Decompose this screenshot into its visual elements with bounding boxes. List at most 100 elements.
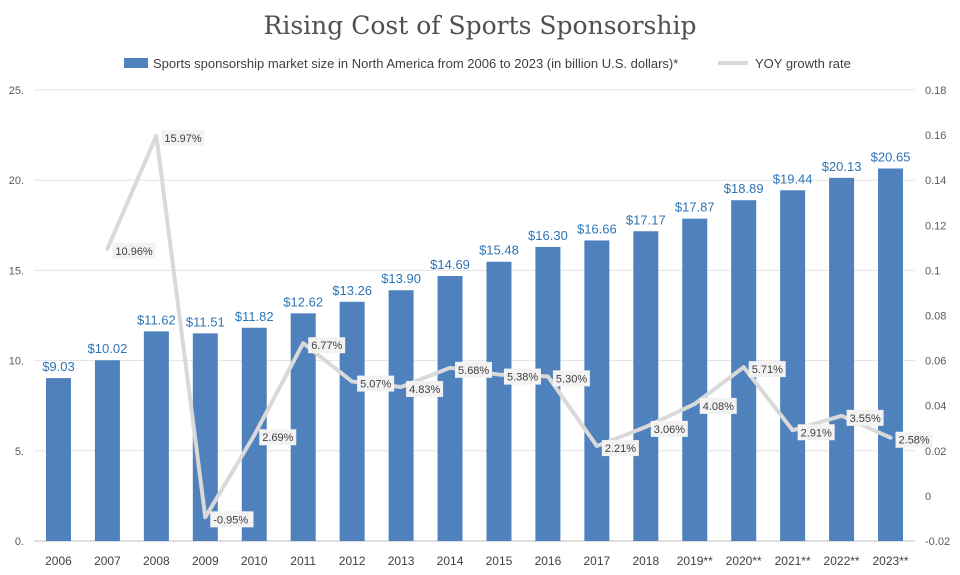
- rate-label: 3.06%: [650, 420, 688, 437]
- bar-label: $15.48: [479, 243, 519, 258]
- y-right-tick: 0.08: [925, 311, 946, 323]
- bar-label: $12.62: [283, 294, 323, 309]
- rate-label-box: [161, 129, 205, 146]
- bar-label: $17.17: [626, 212, 666, 227]
- bar-label: $16.30: [528, 228, 568, 243]
- rate-label-text: 4.83%: [409, 384, 440, 396]
- growth-line: [105, 133, 893, 520]
- rate-label-box: [552, 370, 590, 387]
- y-right-tick: -0.02: [925, 536, 950, 548]
- y-right-tick: 0.04: [925, 401, 946, 413]
- rate-label: 6.77%: [308, 337, 346, 354]
- x-tick-label: 2015: [486, 554, 513, 568]
- rate-label-text: 2.21%: [605, 443, 636, 455]
- rate-label-box: [797, 424, 835, 441]
- rate-label-box: [357, 375, 395, 392]
- rate-label: -0.95%: [210, 511, 254, 528]
- y-left-tick: 20.: [9, 175, 24, 187]
- bar-labels: $9.03 $10.02 $11.62 $11.51 $11.82 $12.62 $13.2…: [42, 149, 910, 374]
- rate-label-box: [406, 380, 444, 397]
- bar-label: $14.69: [430, 257, 470, 272]
- rate-label-box: [895, 431, 933, 448]
- growth-series-line: [105, 133, 893, 520]
- rate-label-text: 2.69%: [262, 432, 293, 444]
- y-right-tick: 0.12: [925, 220, 946, 232]
- y-right-tick: 0: [925, 491, 931, 503]
- x-tick-label: 2009: [192, 554, 219, 568]
- rate-label: 5.38%: [503, 368, 541, 385]
- rate-label-box: [846, 409, 884, 426]
- bar: [682, 218, 708, 542]
- rate-label-box: [601, 440, 639, 457]
- x-tick-label: 2016: [535, 554, 562, 568]
- bar: [829, 177, 855, 541]
- rate-label-text: 3.55%: [850, 413, 881, 425]
- bar: [45, 378, 71, 541]
- rate-label-box: [455, 361, 493, 378]
- bar: [486, 261, 512, 541]
- bar: [143, 331, 169, 541]
- y-left-tick: 5.: [15, 446, 24, 458]
- x-axis: 2006 2007 2008 2009 2010 2011 2012 2013 2014 2015…: [45, 554, 909, 568]
- bar: [878, 168, 904, 541]
- rate-label-box: [112, 242, 156, 259]
- legend: Sports sponsorship market size in North …: [124, 56, 851, 71]
- bar-label: $18.89: [724, 181, 764, 196]
- x-tick-label: 2014: [437, 554, 464, 568]
- y-right-tick: 0.1: [925, 265, 940, 277]
- rate-label-box: [699, 397, 737, 414]
- y-axis-left: 0. 5. 10. 15. 20. 25.: [9, 85, 24, 548]
- x-tick-label: 2018: [632, 554, 659, 568]
- x-tick-label: 2020**: [726, 554, 762, 568]
- rate-label: 10.96%: [112, 242, 156, 259]
- rate-label-text: 5.68%: [458, 365, 489, 377]
- y-right-tick: 0.06: [925, 356, 946, 368]
- rate-label: 5.07%: [357, 375, 395, 392]
- bar-label: $20.65: [871, 149, 911, 164]
- bar: [584, 240, 610, 541]
- bar-label: $11.62: [137, 312, 176, 327]
- x-tick-label: 2023**: [873, 554, 909, 568]
- rate-label-box: [748, 361, 786, 378]
- rate-label-box: [210, 511, 254, 528]
- x-tick-label: 2010: [241, 554, 268, 568]
- rate-label-text: 15.97%: [164, 133, 202, 145]
- rate-label: 3.55%: [846, 409, 884, 426]
- bar: [437, 275, 463, 541]
- rate-label: 5.71%: [748, 361, 786, 378]
- y-axis-right: -0.02 0 0.02 0.04 0.06 0.08 0.1 0.12 0.14 0.16 0.1…: [925, 85, 950, 548]
- bar-label: $19.44: [773, 171, 813, 186]
- legend-label-line: YOY growth rate: [755, 56, 851, 71]
- bar-label: $16.66: [577, 221, 617, 236]
- rate-label: 4.83%: [406, 380, 444, 397]
- rate-label-text: 4.08%: [703, 401, 734, 413]
- rate-label: 4.08%: [699, 397, 737, 414]
- rate-label-text: 2.58%: [899, 435, 930, 447]
- legend-swatch-bar: [124, 58, 148, 68]
- rate-label-text: 2.91%: [801, 427, 832, 439]
- x-tick-label: 2007: [94, 554, 121, 568]
- rate-label-text: 5.38%: [507, 372, 538, 384]
- rate-label-text: 3.06%: [654, 424, 685, 436]
- rate-label: 2.58%: [895, 431, 933, 448]
- bar: [535, 246, 561, 541]
- rate-label: 2.21%: [601, 440, 639, 457]
- bar: [94, 360, 120, 541]
- bar-label: $13.90: [381, 271, 421, 286]
- y-right-tick: 0.02: [925, 446, 946, 458]
- bar-label: $13.26: [332, 283, 372, 298]
- x-tick-label: 2008: [143, 554, 170, 568]
- rate-label-box: [308, 337, 346, 354]
- x-tick-label: 2011: [290, 554, 316, 568]
- bars: [45, 168, 904, 542]
- rate-labels: 10.96% 15.97% -0.95% 2.69% 6.77% 5.07% 4.83% 5.…: [112, 129, 933, 528]
- rate-label: 2.69%: [259, 429, 297, 446]
- bar: [633, 231, 659, 541]
- bar-label: $17.87: [675, 200, 715, 215]
- rate-label: 5.30%: [552, 370, 590, 387]
- bar-label: $11.82: [235, 309, 274, 324]
- x-tick-label: 2012: [339, 554, 366, 568]
- x-tick-label: 2019**: [677, 554, 713, 568]
- y-left-tick: 0.: [15, 536, 24, 548]
- y-right-tick: 0.14: [925, 175, 946, 187]
